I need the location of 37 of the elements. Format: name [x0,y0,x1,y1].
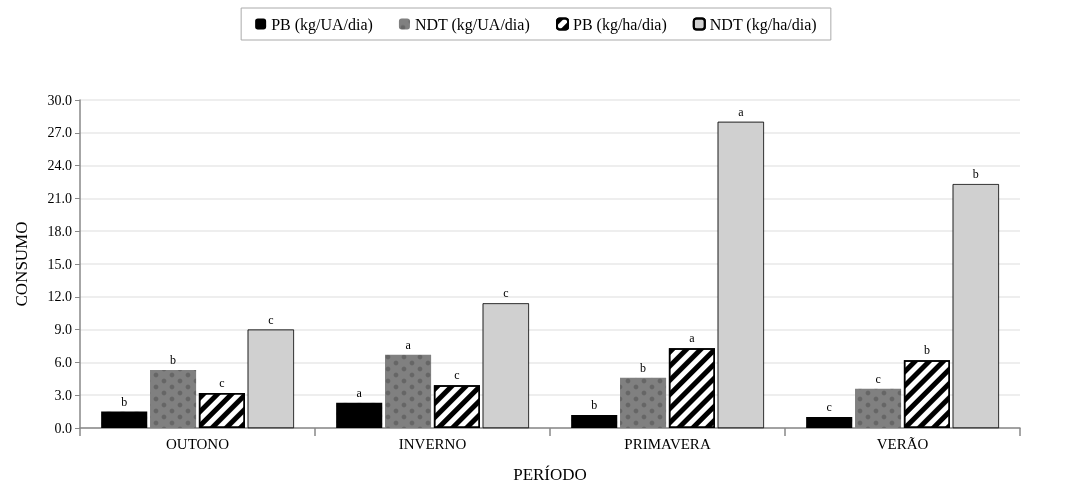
x-axis-title: PERÍODO [513,465,587,484]
data-label: b [121,394,128,409]
data-label: c [503,286,509,301]
data-label: a [405,337,412,352]
data-label: a [356,385,363,400]
y-tick-label: 3.0 [54,387,72,403]
y-tick-label: 18.0 [47,223,72,239]
y-tick-label: 15.0 [47,256,72,272]
x-tick-label: VERÃO [876,435,929,452]
x-tick-label: OUTONO [165,435,230,452]
data-label: c [454,368,460,383]
y-tick-label: 0.0 [54,420,72,436]
data-label: a [738,104,745,119]
data-label: c [826,400,832,415]
data-label: b [170,353,177,368]
data-label: c [268,312,274,327]
data-label: b [591,397,598,412]
y-tick-label: 24.0 [47,158,72,174]
legend-label: PB (kg/UA/dia) [271,15,373,34]
y-axis-title: CONSUMO [12,221,31,307]
data-label: c [219,376,225,391]
legend-label: NDT (kg/UA/dia) [414,15,530,34]
legend-label: NDT (kg/ha/dia) [709,15,817,34]
legend-label: PB (kg/ha/dia) [573,15,667,34]
y-tick-label: 27.0 [47,125,72,141]
y-tick-label: 21.0 [47,190,72,206]
data-label: b [923,343,930,358]
data-label: a [689,331,696,346]
y-tick-label: 30.0 [47,92,72,108]
data-label: b [640,360,647,375]
x-tick-label: PRIMAVERA [624,435,711,452]
data-label: c [875,371,881,386]
data-label: b [972,167,979,182]
y-tick-label: 6.0 [54,354,72,370]
y-tick-label: 9.0 [54,322,72,338]
x-tick-label: INVERNO [398,435,467,452]
y-tick-label: 12.0 [47,289,72,305]
